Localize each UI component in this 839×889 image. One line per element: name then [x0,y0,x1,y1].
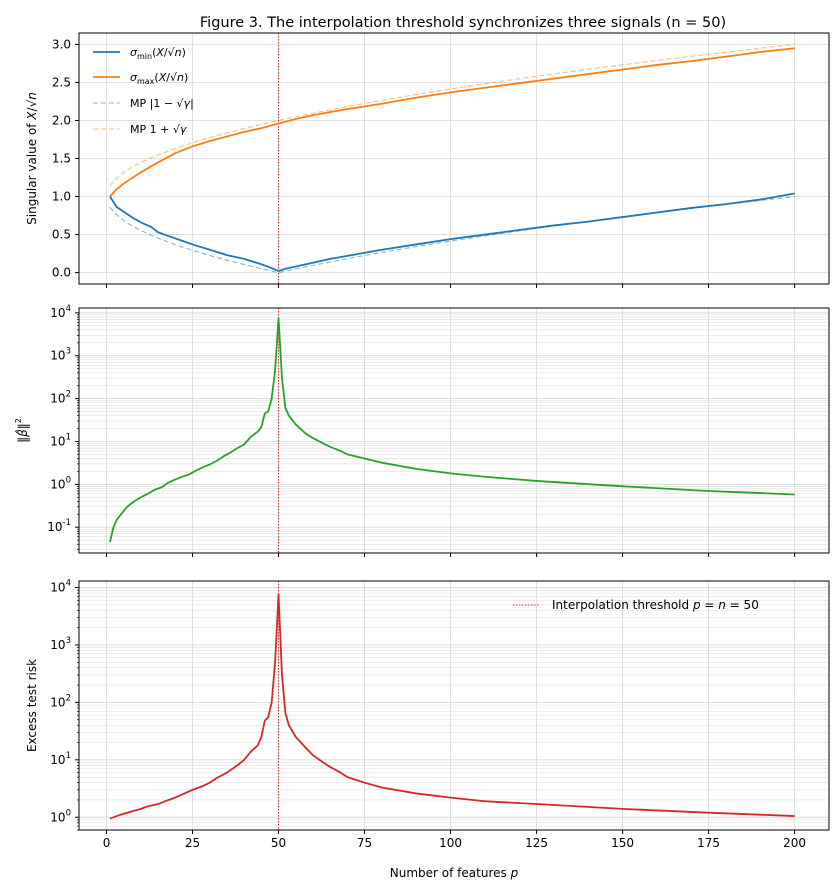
chart-panels: 0.0 0.5 1.0 1.5 2.0 2.5 3.0 Singular value of X… [14,32,830,880]
panel-top: 0.0 0.5 1.0 1.5 2.0 2.5 3.0 Singular value of X… [25,32,830,288]
y-axis-label: ‖β̂‖2 [14,418,30,443]
legend-label: σmin(X/√n) [130,46,186,61]
y-tick-label: 101 [50,751,71,767]
y-tick-label: 103 [50,347,71,363]
y-tick-label: 100 [50,808,71,824]
y-tick-label: 100 [50,475,71,491]
series-line-1 [109,593,795,820]
series-group [109,317,795,543]
series-line-3 [109,195,795,274]
panel-bottom: 0 25 50 75 100 125 150 175 200 100 101 102 103 104 Exc… [25,579,830,880]
x-tick-label: 175 [697,836,720,850]
y-tick-label: 2.0 [52,113,71,127]
y-tick-label: 1.0 [52,190,71,204]
legend-label: MP 1 + √γ [130,123,187,136]
x-tick-label: 200 [783,836,806,850]
x-tick-label: 75 [357,836,372,850]
series-group [109,593,795,820]
y-tick-label: 10-1 [47,518,71,534]
legend: Interpolation threshold p = n = 50 [513,598,759,612]
y-tick-label: 101 [50,432,71,448]
y-axis-label: Excess test risk [25,659,39,752]
y-tick-label: 102 [50,390,71,406]
x-tick-label: 150 [611,836,634,850]
y-tick-label: 104 [50,579,71,595]
x-tick-label: 25 [185,836,200,850]
y-tick-label: 103 [50,636,71,652]
grid [79,308,829,553]
legend-label: MP |1 − √γ| [130,97,194,110]
legend-label: σmax(X/√n) [130,71,188,86]
y-tick-label: 2.5 [52,75,71,89]
grid [79,33,829,284]
panel-middle: 10-1 100 101 102 103 104 ‖β̂‖2 [14,304,830,557]
x-tick-label: 125 [525,836,548,850]
y-tick-label: 3.0 [52,37,71,51]
y-tick-label: 102 [50,693,71,709]
series-line-1 [109,192,795,272]
legend-label: Interpolation threshold p = n = 50 [552,598,759,612]
series-line-2 [109,47,795,198]
figure-title: Figure 3. The interpolation threshold sy… [200,15,726,31]
x-tick-label: 0 [103,836,111,850]
y-tick-label: 0.5 [52,228,71,242]
legend: σmin(X/√n) σmax(X/√n) MP |1 − √γ| MP 1 + √γ [93,46,194,136]
y-tick-label: 0.0 [52,266,71,280]
series-line-4 [109,43,795,187]
x-axis-label: Number of features p [390,866,519,880]
series-line-1 [109,317,795,543]
grid [79,581,829,831]
x-tick-label: 50 [271,836,286,850]
x-tick-label: 100 [439,836,462,850]
y-tick-label: 104 [50,304,71,320]
y-axis-label: Singular value of X/√n [25,92,39,225]
series-group [109,43,795,274]
axes-frame [78,580,830,831]
axes-frame [78,307,830,554]
y-tick-label: 1.5 [52,152,71,166]
